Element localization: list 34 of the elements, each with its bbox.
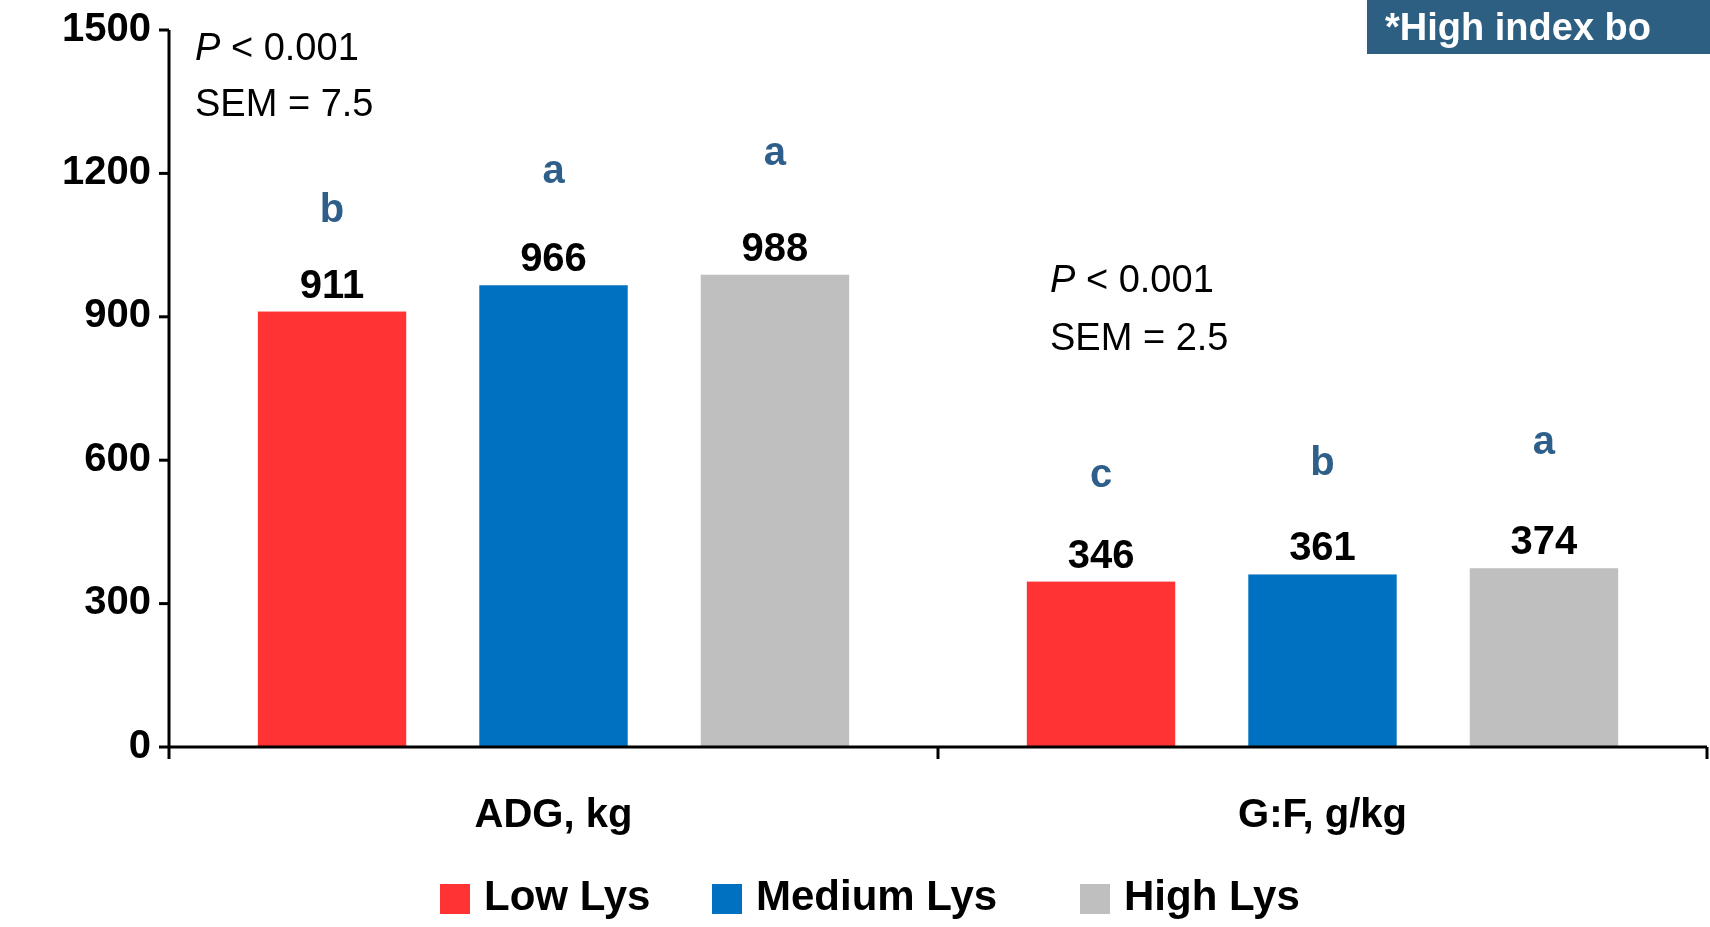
data-label: 346 [1067, 531, 1135, 576]
x-tick-label: ADG, kg [474, 790, 633, 835]
y-tick-label: 1500 [62, 4, 151, 49]
legend-label: Medium Lys [756, 872, 998, 920]
bar [1469, 568, 1619, 747]
annotation: SEM = 7.5 [195, 82, 374, 125]
bar [700, 274, 850, 747]
annotation: b [319, 186, 345, 231]
annotation: P < 0.001 [1050, 258, 1214, 301]
legend-label: High Lys [1124, 872, 1300, 920]
y-tick-label: 1200 [62, 147, 151, 192]
data-label: 911 [299, 261, 365, 306]
y-tick-label: 300 [84, 578, 151, 623]
annotation: b [1310, 439, 1335, 483]
annotation: SEM = 2.5 [1050, 316, 1229, 359]
bar [1248, 574, 1397, 747]
x-tick-label: G:F, g/kg [1238, 790, 1407, 835]
legend-label: Low Lys [484, 872, 651, 920]
bar [1026, 581, 1176, 747]
annotation: P < 0.001 [195, 26, 359, 69]
data-label: 374 [1510, 518, 1579, 563]
data-label: 361 [1289, 524, 1356, 569]
annotation: *High index bo [1385, 6, 1651, 49]
y-tick-label: 600 [84, 434, 151, 479]
y-tick-label: 900 [84, 291, 151, 336]
y-tick-label: 0 [128, 721, 151, 766]
annotation: a [1532, 417, 1556, 462]
bar [479, 285, 628, 747]
bar [257, 311, 407, 747]
annotation: a [542, 146, 566, 191]
data-label: 988 [741, 224, 809, 269]
data-label: 966 [520, 235, 587, 280]
annotation: c [1089, 451, 1113, 496]
annotation: a [763, 129, 787, 174]
